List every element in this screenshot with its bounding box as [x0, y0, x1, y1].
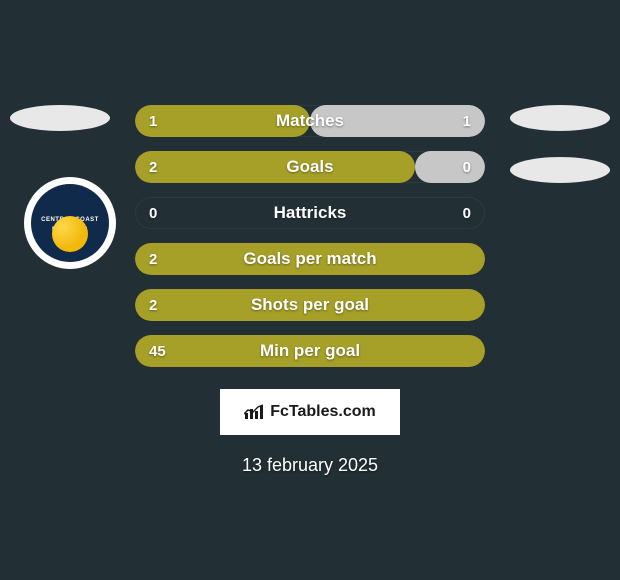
- badge-line1: CENTRAL COAST: [41, 217, 99, 223]
- value-right: 0: [463, 205, 471, 222]
- comparison-row: 20Goals: [135, 151, 485, 183]
- comparison-row: 2Goals per match: [135, 243, 485, 275]
- bar-left: [135, 289, 485, 321]
- comparison-rows: 11Matches20Goals00Hattricks2Goals per ma…: [135, 105, 485, 367]
- comparison-row: 11Matches: [135, 105, 485, 137]
- value-left: 2: [149, 159, 157, 176]
- player-left-avatar-placeholder: [10, 105, 110, 131]
- player-right-avatar-placeholder: [510, 105, 610, 131]
- value-right: 1: [463, 113, 471, 130]
- bar-left: [135, 105, 310, 137]
- bar-left: [135, 151, 415, 183]
- player-right-club-placeholder: [510, 157, 610, 183]
- bar-left: [135, 335, 485, 367]
- value-left: 1: [149, 113, 157, 130]
- value-left: 45: [149, 343, 166, 360]
- comparison-row: 0 0Hattricks: [135, 197, 485, 229]
- value-left: 2: [149, 251, 157, 268]
- comparison-row: 2Shots per goal: [135, 289, 485, 321]
- bar-right: [415, 151, 485, 183]
- comparison-row: 45Min per goal: [135, 335, 485, 367]
- value-right: 0: [463, 159, 471, 176]
- bar-chart-icon: [244, 404, 264, 420]
- date-label: 13 february 2025: [0, 455, 620, 476]
- value-left: 2: [149, 297, 157, 314]
- row-label: Hattricks: [135, 197, 485, 229]
- source-logo-text: FcTables.com: [270, 403, 376, 421]
- club-badge-inner: CENTRAL COAST MARINERS: [31, 184, 109, 262]
- player-left-club-badge: CENTRAL COAST MARINERS: [24, 177, 116, 269]
- badge-line2: MARINERS: [52, 227, 88, 233]
- bar-left: [135, 243, 485, 275]
- source-logo: FcTables.com: [220, 389, 400, 435]
- bar-right: [310, 105, 485, 137]
- comparison-panel: CENTRAL COAST MARINERS 11Matches20Goals0…: [0, 105, 620, 476]
- value-left: 0: [149, 205, 157, 222]
